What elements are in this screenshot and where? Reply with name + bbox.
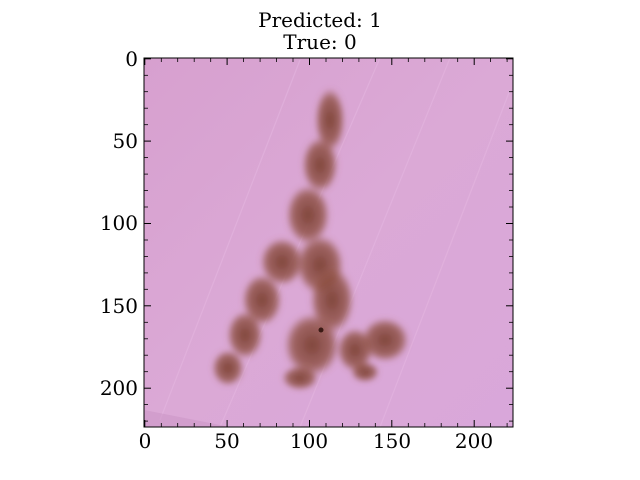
title-true: True: 0 <box>283 30 357 54</box>
y-tick-label: 200 <box>99 376 138 400</box>
x-tick-label: 100 <box>289 429 329 453</box>
x-tick-label: 50 <box>214 429 240 453</box>
x-tick-label: 200 <box>454 429 494 453</box>
skin-lesion-image <box>144 58 513 427</box>
title-predicted: Predicted: 1 <box>258 8 382 32</box>
x-tick-label: 0 <box>138 429 152 453</box>
y-tick-label: 100 <box>99 211 138 235</box>
major-ticks <box>144 58 513 427</box>
y-tick-label: 50 <box>112 129 138 153</box>
axes-frame <box>143 57 514 428</box>
y-tick-label: 0 <box>125 47 138 71</box>
y-tick-label: 150 <box>99 294 138 318</box>
x-tick-label: 150 <box>372 429 412 453</box>
minor-ticks <box>144 58 513 427</box>
